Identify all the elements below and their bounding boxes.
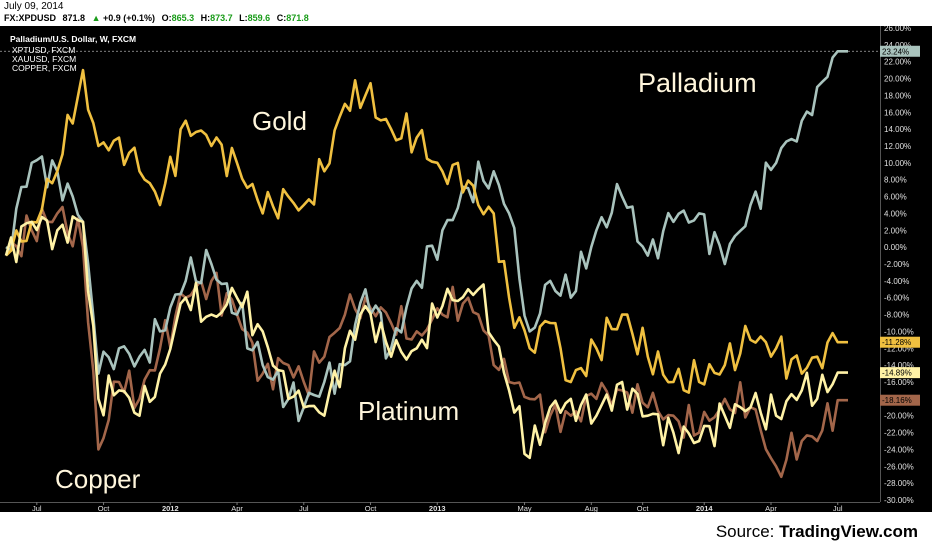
y-tick-label: -28.00% [884,479,914,488]
y-tick-label: 18.00% [884,91,911,100]
legend-copper[interactable]: COPPER, FXCM [12,63,77,73]
gold-line[interactable] [5,68,848,394]
y-tick-label: 0.00% [884,243,907,252]
x-tick-labels: Jul Oct 2012 Apr Jul Oct 2013 May Aug Oct 2014 Apr J… [32,502,843,513]
palladium-last-badge [880,45,920,57]
y-tick-label: 24.00% [884,41,911,50]
y-tick-label: -8.00% [884,311,909,320]
legend-palladium[interactable]: Palladium/U.S. Dollar, W, FXCM [10,34,136,44]
close-label: C: [276,13,287,23]
x-tick-label: Jul [833,504,843,513]
x-tick-label: Oct [637,504,650,513]
y-tick-label: -16.00% [884,378,914,387]
y-tick-label: -12.00% [884,344,914,353]
y-tick-labels: 26.00% 24.00% 22.00% 20.00% 18.00% 16.00% 14.0… [884,26,914,505]
x-tick-label: Oct [365,504,378,513]
legend: Palladium/U.S. Dollar, W, FXCM XPTUSD, F… [10,34,136,73]
y-tick-label: -30.00% [884,496,914,505]
y-tick-label: 26.00% [884,26,911,33]
gold-last-value: -11.28% [882,338,911,347]
up-arrow-icon: ▲ [91,13,101,23]
y-tick-label: 6.00% [884,193,907,202]
close-value: 871.8 [286,13,309,23]
open-value: 865.3 [171,13,195,23]
gold-last-badge [880,336,920,348]
y-tick-label: -6.00% [884,294,909,303]
y-tick-label: -26.00% [884,462,914,471]
low-value: 859.6 [247,13,271,23]
last-price: 871.8 [62,13,86,23]
copper-line[interactable] [4,205,848,479]
low-label: L: [239,13,248,23]
y-tick-label: -10.00% [884,327,914,336]
time-axis[interactable] [0,502,880,512]
quote-line: FX:XPDUSD 871.8 ▲ +0.9 (+0.1%) O:865.3 H… [4,13,309,23]
platinum-last-badge [880,367,920,379]
date-label: July 09, 2014 [4,1,64,12]
x-tick-label: Jul [299,504,309,513]
x-tick-label: 2013 [429,504,446,513]
y-tick-label: 14.00% [884,125,911,134]
y-tick-label: -2.00% [884,260,909,269]
chart-header: July 09, 2014 FX:XPDUSD 871.8 ▲ +0.9 (+0… [0,0,932,26]
y-tick-label: 20.00% [884,75,911,84]
annotation-platinum: Platinum [358,396,459,426]
series-lines [4,49,848,479]
x-tick-label: Jul [32,504,42,513]
annotation-palladium: Palladium [638,68,757,98]
y-tick-label: 4.00% [884,209,907,218]
source-credit: Source: TradingView.com [716,522,918,542]
y-tick-label: -4.00% [884,277,909,286]
x-tick-label: Apr [765,504,777,513]
y-tick-label: -22.00% [884,429,914,438]
x-tick-label: Oct [98,504,111,513]
x-tick-label: Aug [585,504,598,513]
platinum-last-value: -14.89% [882,369,912,378]
source-brand[interactable]: TradingView.com [779,522,918,541]
y-tick-label: -14.00% [884,361,914,370]
palladium-line[interactable] [5,49,848,423]
palladium-last-value: 23.24% [882,47,909,56]
y-tick-label: 16.00% [884,108,911,117]
y-tick-label: -20.00% [884,412,914,421]
copper-last-badge [880,394,920,406]
y-tick-label: -24.00% [884,445,914,454]
open-label: O: [161,13,172,23]
x-tick-label: Apr [231,504,243,513]
x-tick-label: May [517,504,531,513]
legend-gold[interactable]: XAUUSD, FXCM [12,54,76,64]
source-prefix: Source: [715,522,780,541]
annotation-copper: Copper [55,464,141,494]
y-tick-label: 12.00% [884,142,911,151]
high-label: H: [200,13,211,23]
symbol-label[interactable]: FX:XPDUSD [4,13,57,23]
high-value: 873.7 [210,13,233,23]
annotations: Gold Palladium Platinum Copper [55,68,757,494]
price-change: +0.9 (+0.1%) [103,13,156,23]
copper-last-value: -18.16% [882,396,912,405]
plot-area [0,26,880,512]
y-tick-label: 2.00% [884,226,907,235]
y-tick-label: 22.00% [884,58,911,67]
x-tick-label: 2014 [696,504,714,513]
y-tick-label: 8.00% [884,176,907,185]
x-tick-label: 2012 [162,504,179,513]
last-value-labels: 23.24% -11.28% -14.89% -18.16% [880,45,920,406]
legend-platinum[interactable]: XPTUSD, FXCM [12,45,75,55]
comparison-chart[interactable]: 26.00% 24.00% 22.00% 20.00% 18.00% 16.00% 14.0… [0,26,932,520]
platinum-line[interactable] [4,215,848,460]
price-axis[interactable] [880,26,932,512]
annotation-gold: Gold [252,106,307,136]
y-tick-label: 10.00% [884,159,911,168]
